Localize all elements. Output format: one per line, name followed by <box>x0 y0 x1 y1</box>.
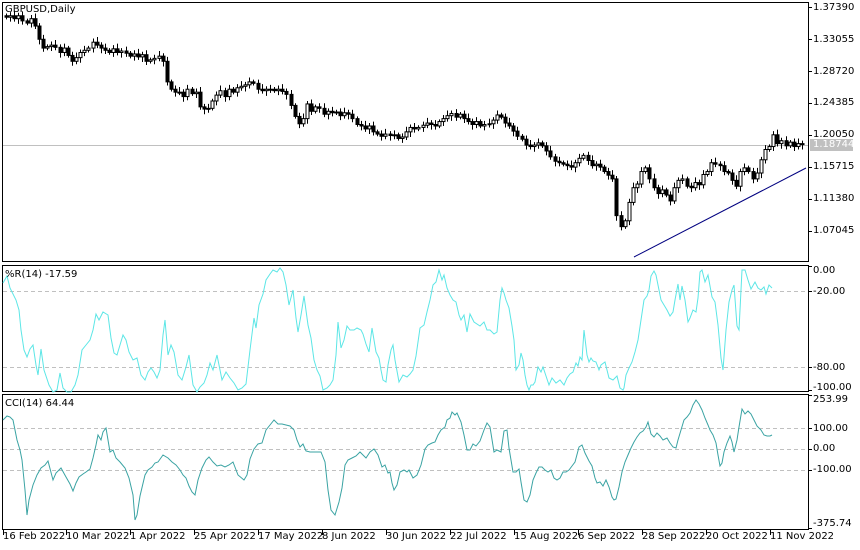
time-label: 20 Oct 2022 <box>706 531 768 542</box>
wpr-axis-label: -20.00 <box>813 286 846 297</box>
cci-tick <box>808 470 812 471</box>
price-label: 1.24385 <box>813 97 855 108</box>
wpr-indicator-panel[interactable] <box>2 265 809 392</box>
time-label: 8 Jun 2022 <box>322 531 376 542</box>
wpr-tick <box>808 390 812 391</box>
time-label: 17 May 2022 <box>258 531 324 542</box>
price-label: 1.07045 <box>813 225 855 236</box>
time-label: 1 Apr 2022 <box>130 531 186 542</box>
time-label: 11 Nov 2022 <box>770 531 835 542</box>
time-label: 10 Mar 2022 <box>66 531 130 542</box>
price-tick <box>808 103 812 104</box>
price-tick <box>808 231 812 232</box>
price-label: 1.33055 <box>813 34 855 45</box>
price-label: 1.28720 <box>813 66 855 77</box>
cci-title: CCI(14) 64.44 <box>5 398 75 409</box>
time-label: 6 Sep 2022 <box>578 531 636 542</box>
cci-tick <box>808 395 812 396</box>
time-label: 25 Apr 2022 <box>194 531 256 542</box>
trendline[interactable] <box>633 167 807 258</box>
time-label: 22 Jul 2022 <box>450 531 507 542</box>
wpr-axis-label: -100.00 <box>813 382 852 393</box>
wpr-axis-label: -80.00 <box>813 362 846 373</box>
cci-axis-label: -375.74 <box>813 518 852 529</box>
wpr-tick <box>808 367 812 368</box>
cci-axis-label: 253.99 <box>813 394 848 405</box>
price-tick <box>808 7 812 8</box>
price-label: 1.15715 <box>813 161 855 172</box>
price-label: 1.20050 <box>813 129 855 140</box>
wpr-line <box>2 267 773 393</box>
cci-axis-label: -100.00 <box>813 464 852 475</box>
time-label: 16 Feb 2022 <box>3 531 66 542</box>
price-tick <box>808 199 812 200</box>
cci-tick <box>808 428 812 429</box>
wpr-title: %R(14) -17.59 <box>5 269 78 280</box>
cci-axis-label: 0.00 <box>813 443 836 454</box>
cci-indicator-panel[interactable] <box>2 394 809 530</box>
cci-tick <box>808 528 812 529</box>
time-label: 30 Jun 2022 <box>386 531 447 542</box>
cci-tick <box>808 449 812 450</box>
price-label: 1.11380 <box>813 193 855 204</box>
cci-axis-label: 100.00 <box>813 423 848 434</box>
price-tick <box>808 71 812 72</box>
symbol-timeframe-label: GBPUSD,Daily <box>5 4 76 15</box>
wpr-axis-label: 0.00 <box>813 265 836 276</box>
price-tick <box>808 167 812 168</box>
price-tick <box>808 39 812 40</box>
price-label: 1.37390 <box>813 2 855 13</box>
current-price-badge: 1.18744 <box>810 139 854 151</box>
cci-line <box>2 399 773 521</box>
price-tick <box>808 135 812 136</box>
candlestick-series <box>4 10 805 231</box>
time-label: 15 Aug 2022 <box>514 531 579 542</box>
wpr-tick <box>808 266 812 267</box>
wpr-tick <box>808 291 812 292</box>
time-label: 28 Sep 2022 <box>642 531 706 542</box>
